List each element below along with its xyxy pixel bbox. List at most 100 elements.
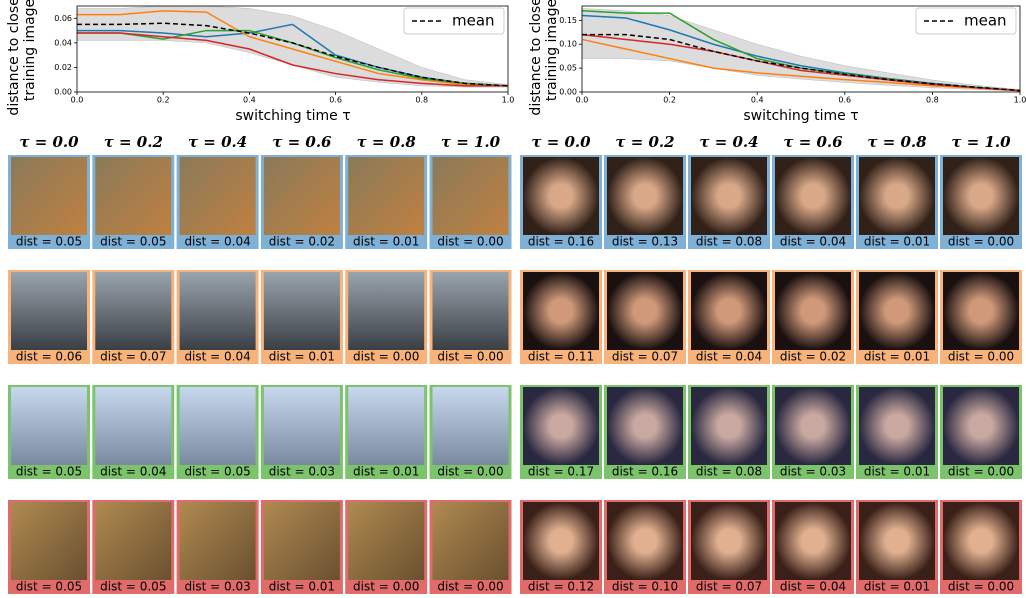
y-tick-label: 0.04 xyxy=(54,38,72,47)
sample-image xyxy=(607,157,683,235)
dist-label: dist = 0.02 xyxy=(780,350,846,364)
tau-header: τ = 0.8 xyxy=(357,133,417,151)
tau-header: τ = 1.0 xyxy=(441,133,501,151)
tau-header: τ = 0.4 xyxy=(699,133,758,151)
sample-image xyxy=(263,157,340,235)
dist-label: dist = 0.03 xyxy=(780,465,846,479)
sample-image xyxy=(523,157,599,235)
dist-label: dist = 0.05 xyxy=(16,465,82,479)
tau-header: τ = 0.2 xyxy=(104,133,163,151)
x-tick-label: 0.4 xyxy=(243,96,256,105)
x-axis-label: switching time τ xyxy=(235,108,350,124)
series-line xyxy=(581,38,1021,92)
dist-label: dist = 0.07 xyxy=(612,350,678,364)
dist-label: dist = 0.06 xyxy=(16,350,82,364)
sample-image xyxy=(775,272,851,350)
dist-label: dist = 0.00 xyxy=(948,580,1014,594)
x-tick-label: 0.4 xyxy=(751,96,764,105)
sample-image xyxy=(263,502,340,580)
tau-header: τ = 0.6 xyxy=(272,133,332,151)
sample-image xyxy=(348,272,425,350)
sample-image xyxy=(432,157,509,235)
tau-header: τ = 0.8 xyxy=(867,133,927,151)
sample-image xyxy=(432,272,509,350)
sample-image xyxy=(691,387,767,465)
dist-label: dist = 0.00 xyxy=(437,580,503,594)
sample-image xyxy=(775,502,851,580)
sample-image xyxy=(691,157,767,235)
legend-label: mean xyxy=(964,12,1007,30)
dist-label: dist = 0.00 xyxy=(437,235,503,249)
sample-image xyxy=(859,157,935,235)
sample-image xyxy=(523,272,599,350)
sample-image xyxy=(943,502,1019,580)
sample-image xyxy=(179,387,256,465)
sample-image xyxy=(179,502,256,580)
series-line xyxy=(77,10,509,87)
sample-image xyxy=(95,157,172,235)
dist-label: dist = 0.05 xyxy=(184,465,250,479)
dist-label: dist = 0.07 xyxy=(100,350,166,364)
tau-header: τ = 0.6 xyxy=(783,133,843,151)
sample-image xyxy=(263,387,340,465)
dist-label: dist = 0.04 xyxy=(780,580,846,594)
dist-label: dist = 0.05 xyxy=(100,235,166,249)
dist-label: dist = 0.03 xyxy=(269,465,335,479)
dist-label: dist = 0.17 xyxy=(528,465,594,479)
dist-label: dist = 0.04 xyxy=(780,235,846,249)
sample-image xyxy=(943,272,1019,350)
tau-header: τ = 0.2 xyxy=(615,133,674,151)
dist-label: dist = 0.04 xyxy=(184,235,250,249)
sample-image xyxy=(11,157,87,235)
sample-image xyxy=(11,502,87,580)
dist-label: dist = 0.03 xyxy=(184,580,250,594)
y-tick-label: 0.05 xyxy=(559,64,577,73)
x-tick-label: 1.0 xyxy=(1014,96,1026,105)
x-tick-label: 0.0 xyxy=(71,96,84,105)
y-tick-label: 0.15 xyxy=(559,16,577,25)
dist-label: dist = 0.00 xyxy=(353,580,419,594)
sample-image xyxy=(607,502,683,580)
dist-label: dist = 0.00 xyxy=(948,350,1014,364)
tau-header: τ = 1.0 xyxy=(951,133,1011,151)
sample-image xyxy=(11,387,87,465)
sample-image xyxy=(523,502,599,580)
sample-image xyxy=(11,272,87,350)
sample-image xyxy=(859,272,935,350)
sample-image xyxy=(179,157,256,235)
y-axis-label: training image xyxy=(22,0,38,101)
dist-label: dist = 0.01 xyxy=(864,235,930,249)
sample-image xyxy=(775,157,851,235)
mean-line xyxy=(77,22,509,87)
y-axis-label: training image xyxy=(544,0,560,101)
dist-label: dist = 0.01 xyxy=(864,350,930,364)
sample-image xyxy=(95,387,172,465)
y-axis-label: distance to closest xyxy=(6,0,22,116)
dist-label: dist = 0.05 xyxy=(16,580,82,594)
dist-label: dist = 0.01 xyxy=(864,465,930,479)
sample-image xyxy=(523,387,599,465)
x-tick-label: 0.8 xyxy=(415,96,428,105)
sample-image xyxy=(95,502,172,580)
dist-label: dist = 0.01 xyxy=(353,235,419,249)
tau-header: τ = 0.0 xyxy=(531,133,591,151)
dist-label: dist = 0.08 xyxy=(696,235,762,249)
dist-label: dist = 0.05 xyxy=(16,235,82,249)
sample-image xyxy=(691,502,767,580)
dist-label: dist = 0.05 xyxy=(100,580,166,594)
dist-label: dist = 0.04 xyxy=(184,350,250,364)
x-tick-label: 0.8 xyxy=(926,96,939,105)
x-tick-label: 0.0 xyxy=(576,96,589,105)
y-tick-label: 0.02 xyxy=(54,63,72,72)
sample-image xyxy=(95,272,172,350)
dist-label: dist = 0.00 xyxy=(437,465,503,479)
tau-header: τ = 0.0 xyxy=(19,133,79,151)
sample-image xyxy=(432,387,509,465)
dist-label: dist = 0.00 xyxy=(948,465,1014,479)
sample-image xyxy=(859,502,935,580)
dist-label: dist = 0.12 xyxy=(528,580,594,594)
sample-image xyxy=(775,387,851,465)
dist-label: dist = 0.01 xyxy=(269,580,335,594)
dist-label: dist = 0.00 xyxy=(437,350,503,364)
dist-label: dist = 0.01 xyxy=(353,465,419,479)
